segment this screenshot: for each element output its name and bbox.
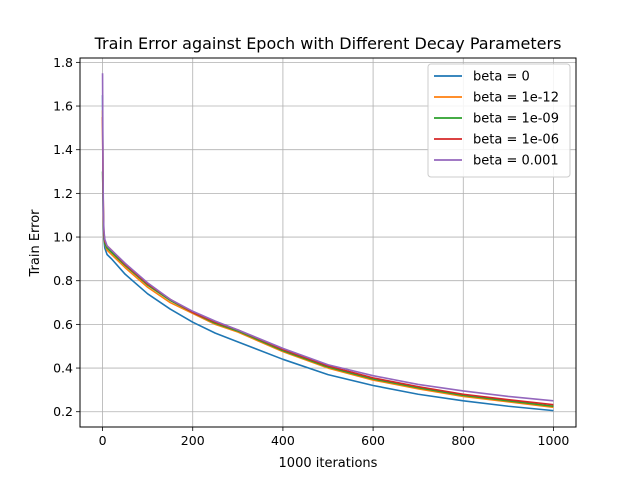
- legend-box: [427, 63, 571, 178]
- x-tick-label: 800: [451, 433, 475, 448]
- y-tick-label: 0.4: [53, 361, 73, 376]
- y-axis-label: Train Error: [28, 209, 43, 278]
- plot-frame: [79, 57, 577, 428]
- y-axis-ticks: 0.2 0.4 0.6 0.8 1.0 1.2 1.4 1.6 1.8: [53, 55, 80, 419]
- x-tick-label: 600: [361, 433, 385, 448]
- series-group: [101, 73, 554, 412]
- chart-title: Train Error against Epoch with Different…: [94, 34, 562, 53]
- y-tick-label: 1.0: [53, 230, 73, 245]
- y-tick-label: 1.8: [53, 55, 73, 70]
- legend-label: beta = 1e-09: [473, 112, 559, 127]
- x-axis-ticks: 0 200 400 600 800 1000: [99, 427, 570, 448]
- y-tick-label: 0.2: [53, 404, 73, 419]
- legend-label: beta = 0: [473, 70, 530, 85]
- x-tick-label: 0: [99, 433, 107, 448]
- legend-label: beta = 1e-06: [473, 133, 559, 148]
- x-tick-label: 1000: [538, 433, 570, 448]
- y-tick-label: 0.6: [53, 317, 73, 332]
- legend: beta = 0 beta = 1e-12 beta = 1e-09 beta = 1…: [427, 63, 571, 178]
- legend-label: beta = 1e-12: [473, 91, 559, 106]
- grid: [80, 58, 576, 427]
- series-line-beta-0-001: [101, 73, 554, 402]
- y-tick-label: 1.6: [53, 99, 73, 114]
- y-tick-label: 1.4: [53, 142, 73, 157]
- y-tick-label: 1.2: [53, 186, 73, 201]
- x-tick-label: 200: [181, 433, 205, 448]
- x-axis-label: 1000 iterations: [279, 456, 378, 471]
- x-tick-label: 400: [271, 433, 295, 448]
- legend-label: beta = 0.001: [473, 154, 559, 169]
- y-tick-label: 0.8: [53, 273, 73, 288]
